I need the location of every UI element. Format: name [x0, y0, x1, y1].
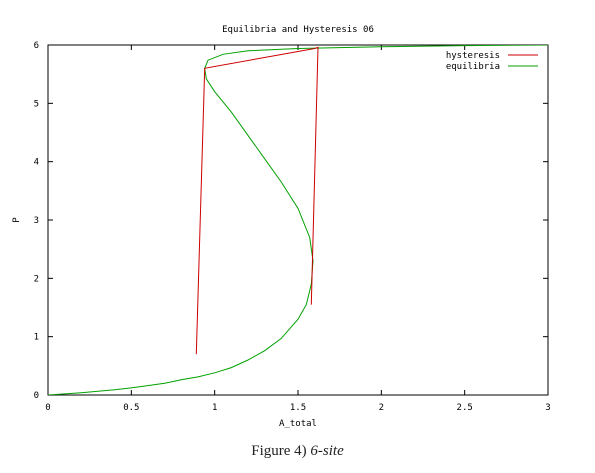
- x-tick-label: 0.5: [123, 403, 139, 413]
- series-lines: [48, 45, 548, 395]
- plot-area-frame: [47, 44, 549, 396]
- y-tick-label: 4: [34, 158, 39, 168]
- series-line-equilibria: [48, 45, 548, 395]
- x-axis-label: A_total: [279, 419, 317, 429]
- figure-caption: Figure 4) 6-site: [0, 443, 595, 460]
- x-tick-label: 1: [212, 403, 217, 413]
- y-tick-label: 1: [34, 333, 39, 343]
- x-tick-label: 1.5: [290, 403, 306, 413]
- y-tick-label: 2: [34, 274, 39, 284]
- x-tick-label: 2: [379, 403, 384, 413]
- caption-subtitle: 6-site: [310, 443, 344, 459]
- series-line-hysteresis: [195, 46, 319, 355]
- tick-marks: [47, 44, 549, 396]
- y-tick-label: 6: [34, 41, 39, 51]
- tick-labels: 0 0.5 1 1.5 2 2.5 3 0 1 2 3 4 5 6: [34, 41, 551, 413]
- caption-label: Figure 4): [251, 443, 307, 459]
- x-tick-label: 0: [45, 403, 50, 413]
- legend-label-equilibria: equilibria: [446, 62, 500, 72]
- x-tick-label: 3: [545, 403, 550, 413]
- y-tick-label: 3: [34, 216, 39, 226]
- y-tick-label: 0: [34, 391, 39, 401]
- legend-label-hysteresis: hysteresis: [446, 51, 500, 61]
- y-tick-label: 5: [34, 99, 39, 109]
- chart: 0 0.5 1 1.5 2 2.5 3 0 1 2 3 4 5 6 Equilibria and Hyst…: [12, 25, 551, 429]
- x-tick-label: 2.5: [457, 403, 473, 413]
- y-axis-label: P: [12, 217, 22, 223]
- chart-title: Equilibria and Hysteresis 06: [222, 25, 374, 35]
